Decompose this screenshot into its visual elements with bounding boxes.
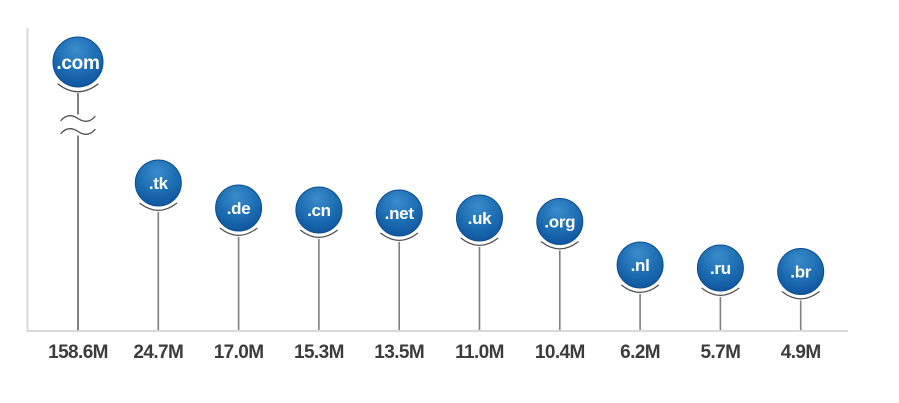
value-label: 15.3M <box>294 342 344 363</box>
bubble-underline-arc <box>380 232 419 241</box>
bubble-underline-arc <box>701 287 740 296</box>
value-label: 10.4M <box>535 342 585 363</box>
lollipop-com: .com 158.6M <box>48 36 108 363</box>
value-label: 5.7M <box>700 342 740 363</box>
bubble-circle <box>215 184 263 232</box>
bubble-underline-arc <box>540 241 579 250</box>
bubble-underline-arc <box>460 237 499 246</box>
bubble-underline-arc <box>299 229 338 238</box>
bubble-underline-arc <box>57 83 99 93</box>
value-label: 17.0M <box>214 342 264 363</box>
bubble-circle <box>52 36 104 88</box>
value-label: 24.7M <box>133 342 183 363</box>
bubble-underline-arc <box>139 202 178 211</box>
bubble-circle <box>536 198 584 245</box>
lollipop-org: .org 10.4M <box>535 198 585 363</box>
bubble-circle <box>134 159 182 207</box>
bubble-underline-arc <box>781 291 820 300</box>
lollipop-br: .br 4.9M <box>777 248 825 363</box>
bubble-label: .org <box>544 213 575 232</box>
lollipop-nl: .nl 6.2M <box>616 241 664 363</box>
bubble-circle <box>375 189 423 237</box>
lollipop-de: .de 17.0M <box>214 184 264 363</box>
value-label: 13.5M <box>374 342 424 363</box>
bubble-label: .com <box>56 53 99 74</box>
bubble-circle <box>456 194 503 242</box>
bubble-label: .cn <box>307 201 331 220</box>
lollipop-uk: .uk 11.0M <box>455 194 504 363</box>
bubble-label: .nl <box>631 256 650 275</box>
lollipop-cn: .cn 15.3M <box>294 186 344 363</box>
bubble-circle <box>616 241 664 289</box>
bubble-label: .br <box>790 263 812 282</box>
lollipop-ru: .ru 5.7M <box>696 244 744 363</box>
axis-break-wave-icon <box>60 115 96 122</box>
bubble-circle <box>295 186 343 234</box>
value-label: 6.2M <box>620 342 660 363</box>
axis-break-wave-icon <box>60 128 96 135</box>
bubble-underline-arc <box>219 227 258 236</box>
bubble-label: .de <box>227 199 251 218</box>
lollipop-net: .net 13.5M <box>374 189 425 363</box>
lollipop-tk: .tk 24.7M <box>133 159 184 363</box>
bubble-circle <box>777 248 825 295</box>
bubble-label: .uk <box>468 209 493 228</box>
value-label: 11.0M <box>455 342 504 363</box>
value-label: 158.6M <box>48 342 108 363</box>
bubble-label: .ru <box>710 259 731 278</box>
bubble-underline-arc <box>621 284 660 293</box>
bubble-label: .tk <box>149 174 169 193</box>
bubble-circle <box>696 244 744 292</box>
value-label: 4.9M <box>781 342 821 363</box>
bubble-label: .net <box>385 204 415 223</box>
